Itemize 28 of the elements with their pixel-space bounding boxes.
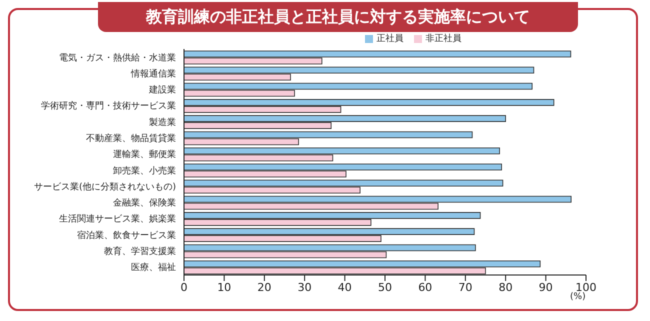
y-tick-label: 宿泊業、飲食サービス業 — [77, 230, 176, 241]
legend-label: 非正社員 — [426, 34, 462, 44]
x-tick-label: 50 — [378, 280, 392, 294]
legend-label: 正社員 — [376, 34, 404, 44]
y-tick-label: 教育、学習支援業 — [104, 246, 176, 257]
y-tick-label: 運輸業、郵便業 — [113, 149, 176, 160]
x-tick-label: 90 — [538, 280, 553, 294]
x-tick-label: 30 — [298, 280, 312, 294]
x-tick-label: 20 — [257, 280, 272, 294]
x-tick-label: 10 — [217, 280, 232, 294]
y-tick-label: 生活関連サービス業、娯楽業 — [59, 214, 176, 225]
x-tick-label: 0 — [180, 280, 188, 294]
y-tick-label: 建設業 — [148, 84, 176, 96]
x-tick-label: 80 — [498, 280, 513, 294]
x-tick-label: 60 — [418, 280, 432, 294]
y-tick-label: 卸売業、小売業 — [113, 165, 176, 176]
chart-title: 教育訓練の非正社員と正社員に対する実施率について — [98, 2, 578, 32]
y-tick-label: 電気・ガス・熱供給・水道業 — [59, 52, 176, 64]
y-tick-label: 情報通信業 — [130, 68, 176, 80]
y-tick-label: 製造業 — [149, 116, 176, 128]
y-tick-label: サービス業(他に分類されないもの) — [34, 181, 176, 192]
y-tick-label: 医療、福祉 — [131, 262, 176, 274]
x-tick-label: 70 — [458, 280, 472, 294]
y-tick-label: 金融業、保険業 — [113, 198, 176, 209]
x-tick-label: 40 — [338, 280, 352, 294]
y-tick-label: 学術研究・専門・技術サービス業 — [41, 100, 176, 112]
x-axis-title: (%) — [570, 292, 586, 302]
y-tick-label: 不動産業、物品賃貸業 — [86, 132, 176, 144]
